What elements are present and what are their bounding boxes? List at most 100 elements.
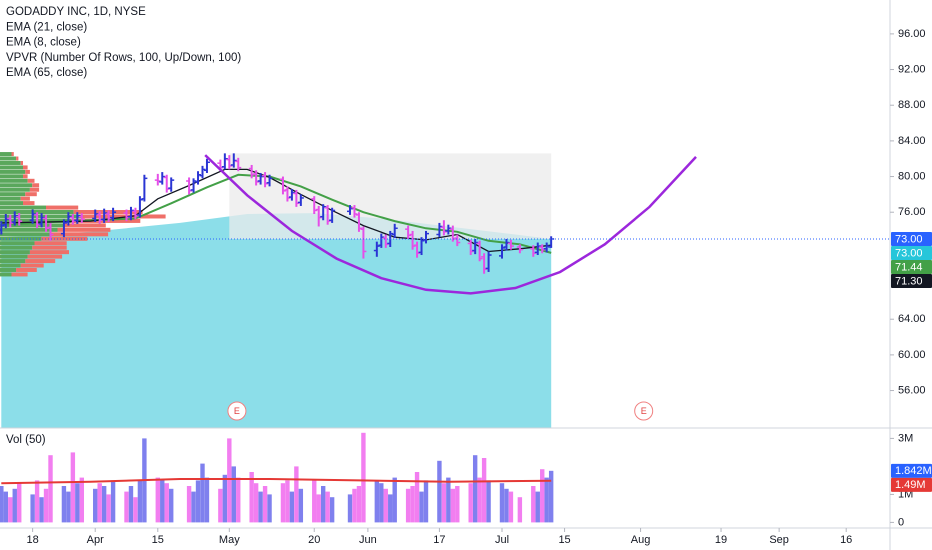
volume-bar bbox=[540, 469, 545, 523]
y-tick-label: 60.00 bbox=[898, 349, 926, 361]
volume-bar bbox=[356, 486, 362, 523]
volume-bar bbox=[262, 486, 268, 523]
volume-bar bbox=[294, 466, 299, 523]
volume-bar bbox=[124, 491, 129, 523]
vpvr-up bbox=[0, 187, 30, 192]
vpvr-up bbox=[0, 183, 33, 188]
volume-bar bbox=[441, 483, 447, 523]
x-tick-label: 19 bbox=[715, 534, 727, 546]
volume-bar bbox=[43, 488, 49, 523]
vpvr-down bbox=[23, 174, 28, 179]
price-tag bbox=[891, 463, 932, 478]
vpvr-up bbox=[0, 178, 28, 183]
x-tick-label: 20 bbox=[308, 534, 320, 546]
vpvr-up bbox=[0, 236, 42, 241]
vpvr-up bbox=[0, 263, 21, 268]
earnings-marker bbox=[227, 401, 247, 421]
vpvr-up bbox=[0, 152, 12, 157]
vpvr-down bbox=[80, 214, 166, 219]
volume-bar bbox=[325, 491, 330, 523]
volume-bar bbox=[486, 480, 491, 523]
volume-bar bbox=[320, 486, 326, 523]
volume-bar bbox=[133, 497, 138, 523]
legend-entry: EMA (65, close) bbox=[6, 67, 87, 79]
price-tag-label: 1.49M bbox=[895, 479, 926, 491]
volume-bar bbox=[499, 483, 505, 523]
ema-area bbox=[1, 213, 552, 428]
vpvr-up bbox=[0, 169, 26, 174]
volume-bar bbox=[374, 480, 380, 523]
volume-bar bbox=[195, 480, 201, 523]
cup-arc bbox=[204, 154, 697, 295]
volume-bar bbox=[218, 488, 223, 523]
vpvr-up bbox=[0, 267, 17, 272]
volume-bar bbox=[253, 483, 259, 523]
vpvr-up bbox=[0, 201, 23, 206]
vpvr-down bbox=[11, 152, 14, 157]
vpvr-up bbox=[0, 192, 26, 197]
volume-bar bbox=[3, 491, 9, 523]
volume-bar bbox=[517, 497, 523, 523]
volume-bar bbox=[70, 452, 76, 523]
vpvr-down bbox=[46, 205, 79, 210]
vpvr-up bbox=[0, 214, 81, 219]
y-tick-label: 88.00 bbox=[898, 99, 926, 111]
volume-title: Vol (50) bbox=[6, 434, 46, 446]
x-tick-label: 15 bbox=[152, 534, 164, 546]
x-tick-label: 18 bbox=[27, 534, 39, 546]
volume-bar bbox=[222, 474, 228, 523]
y-tick-label: 0 bbox=[898, 516, 904, 528]
vpvr-up bbox=[0, 259, 26, 264]
volume-bar bbox=[137, 480, 143, 523]
volume-bar bbox=[231, 466, 236, 523]
volume-bar bbox=[419, 491, 424, 523]
volume-bar bbox=[410, 486, 415, 523]
volume-bar bbox=[97, 483, 102, 523]
volume-bar bbox=[437, 460, 442, 523]
price-tag bbox=[891, 231, 932, 246]
price-tag-label: 73.00 bbox=[895, 247, 923, 259]
vpvr-down bbox=[71, 218, 141, 223]
volume-bar bbox=[34, 480, 40, 523]
x-tick-label: Jul bbox=[495, 534, 509, 546]
volume-bar bbox=[481, 458, 487, 523]
vpvr-down bbox=[27, 254, 63, 259]
vpvr-down bbox=[25, 169, 30, 174]
x-tick-label: Sep bbox=[769, 534, 789, 546]
vpvr-up bbox=[0, 232, 51, 237]
volume-bar bbox=[186, 486, 192, 523]
vpvr-down bbox=[20, 160, 23, 165]
volume-bar bbox=[227, 438, 232, 523]
volume-bar bbox=[12, 488, 17, 523]
volume-bar bbox=[0, 486, 4, 523]
vpvr-down bbox=[16, 156, 19, 161]
vpvr-down bbox=[29, 187, 40, 192]
x-tick-label: 17 bbox=[433, 534, 445, 546]
vpvr-down bbox=[64, 223, 106, 228]
y-tick-label: 80.00 bbox=[898, 170, 926, 182]
volume-bar bbox=[164, 483, 169, 523]
volume-ma bbox=[1, 478, 552, 485]
vpvr-down bbox=[32, 183, 40, 188]
price-tag-label: 71.44 bbox=[895, 261, 923, 273]
volume-bar bbox=[477, 477, 482, 523]
volume-bar bbox=[289, 491, 295, 523]
vpvr-down bbox=[32, 245, 67, 250]
x-tick-label: May bbox=[219, 534, 240, 546]
volume-bar bbox=[298, 488, 304, 523]
volume-bar bbox=[61, 486, 67, 523]
price-tag-label: 1.842M bbox=[895, 465, 932, 477]
volume-bar bbox=[110, 480, 116, 523]
vpvr-down bbox=[25, 192, 37, 197]
volume-bar bbox=[531, 486, 536, 523]
price-tag bbox=[891, 273, 932, 288]
price-tag-label: 71.30 bbox=[895, 275, 923, 287]
volume-bar bbox=[405, 488, 411, 523]
ema-line bbox=[1, 168, 552, 253]
volume-bar bbox=[30, 494, 35, 523]
legend-entry: EMA (8, close) bbox=[6, 37, 81, 49]
vpvr-down bbox=[29, 250, 69, 255]
vpvr-down bbox=[16, 267, 37, 272]
vpvr-down bbox=[23, 201, 35, 206]
